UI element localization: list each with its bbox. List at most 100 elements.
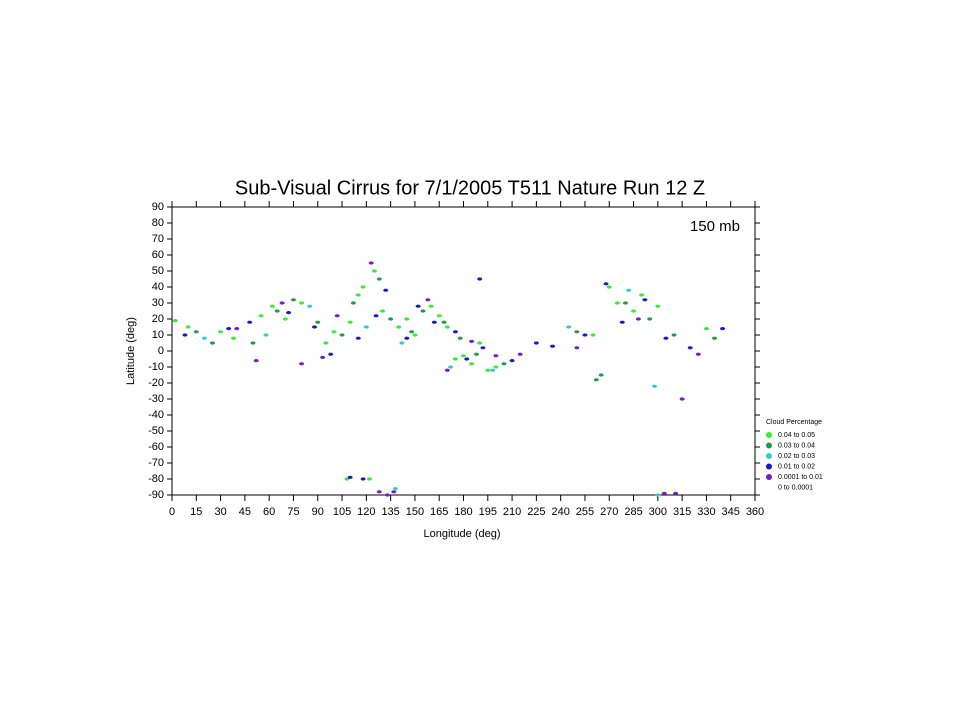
x-tick-label: 15 <box>190 506 202 518</box>
data-point <box>368 261 374 265</box>
x-tick-label: 285 <box>624 506 642 518</box>
data-point <box>415 304 421 308</box>
data-point <box>320 355 326 359</box>
data-point <box>399 341 405 345</box>
data-point <box>404 317 410 321</box>
data-point <box>642 298 648 302</box>
data-point <box>392 487 398 491</box>
data-point <box>185 325 191 329</box>
y-tick-label: -40 <box>148 409 164 421</box>
y-tick-label: 90 <box>152 201 164 213</box>
x-tick-label: 180 <box>454 506 472 518</box>
data-point <box>363 325 369 329</box>
legend-label: 0.0001 to 0.01 <box>778 474 823 481</box>
data-point <box>201 336 207 340</box>
data-point <box>593 378 599 382</box>
annotation: 150 mb <box>690 218 740 235</box>
legend-label: 0.03 to 0.04 <box>778 442 815 449</box>
data-point <box>566 325 572 329</box>
y-tick-label: 0 <box>158 345 164 357</box>
data-point <box>247 320 253 324</box>
data-point <box>485 368 491 372</box>
y-tick-label: -90 <box>148 489 164 501</box>
data-point <box>477 277 483 281</box>
data-point <box>603 282 609 286</box>
legend-label: 0 to 0.0001 <box>778 484 813 491</box>
data-point <box>172 319 178 323</box>
data-point <box>626 288 632 292</box>
y-tick-label: -10 <box>148 361 164 373</box>
data-point <box>383 288 389 292</box>
data-point <box>436 314 442 318</box>
data-point <box>574 346 580 350</box>
data-point <box>218 330 224 334</box>
y-axis-label: Latitude (deg) <box>125 317 137 385</box>
data-point <box>334 314 340 318</box>
data-point <box>339 333 345 337</box>
legend-marker <box>766 442 772 449</box>
legend-marker <box>766 474 772 480</box>
data-point <box>409 330 415 334</box>
x-tick-label: 210 <box>503 506 521 518</box>
data-point <box>360 477 366 481</box>
legend-marker <box>766 453 772 459</box>
y-tick-label: 70 <box>152 233 164 245</box>
data-point <box>286 311 292 315</box>
data-point <box>412 333 418 337</box>
data-point <box>367 477 373 481</box>
data-point <box>307 304 313 308</box>
data-point <box>396 325 402 329</box>
data-point <box>695 352 701 356</box>
data-point <box>253 359 259 363</box>
data-point <box>331 330 337 334</box>
legend-marker <box>766 484 772 491</box>
data-point <box>720 327 726 331</box>
data-point <box>420 309 426 313</box>
data-point <box>299 301 305 305</box>
y-tick-label: -50 <box>148 425 164 437</box>
x-tick-label: 345 <box>722 506 740 518</box>
data-point <box>360 285 366 289</box>
data-point <box>673 491 679 495</box>
data-point <box>461 354 466 358</box>
data-point <box>452 357 458 361</box>
x-tick-label: 270 <box>600 506 618 518</box>
y-tick-label: 80 <box>152 217 164 229</box>
data-point <box>355 336 361 340</box>
data-point <box>279 301 285 305</box>
data-point <box>355 293 361 297</box>
y-tick-label: 50 <box>152 265 164 277</box>
y-tick-label: 30 <box>152 297 164 309</box>
data-point <box>182 333 188 337</box>
data-point <box>444 368 450 372</box>
data-point <box>299 362 305 366</box>
data-point <box>509 359 515 363</box>
data-point <box>655 304 661 308</box>
x-tick-label: 150 <box>406 506 424 518</box>
legend-title: Cloud Percentage <box>766 419 822 426</box>
x-tick-label: 135 <box>381 506 399 518</box>
data-point <box>469 362 475 366</box>
y-tick-label: -60 <box>148 441 164 453</box>
data-point <box>269 304 275 308</box>
data-point <box>533 341 539 345</box>
data-point <box>661 491 667 495</box>
x-axis-label: Longitude (deg) <box>423 528 500 540</box>
y-tick-label: 60 <box>152 249 164 261</box>
x-tick-label: 300 <box>649 506 667 518</box>
data-point <box>679 397 685 401</box>
legend-marker <box>766 463 772 470</box>
data-point <box>384 493 390 497</box>
data-point <box>209 341 215 345</box>
x-tick-label: 90 <box>312 506 324 518</box>
data-point <box>193 330 199 334</box>
data-point <box>428 304 434 308</box>
data-point <box>258 314 264 318</box>
y-tick-label: 10 <box>152 329 164 341</box>
data-point <box>631 309 637 313</box>
data-point <box>614 301 620 305</box>
x-tick-label: 75 <box>287 506 299 518</box>
data-point <box>663 336 669 340</box>
data-point <box>347 320 353 324</box>
